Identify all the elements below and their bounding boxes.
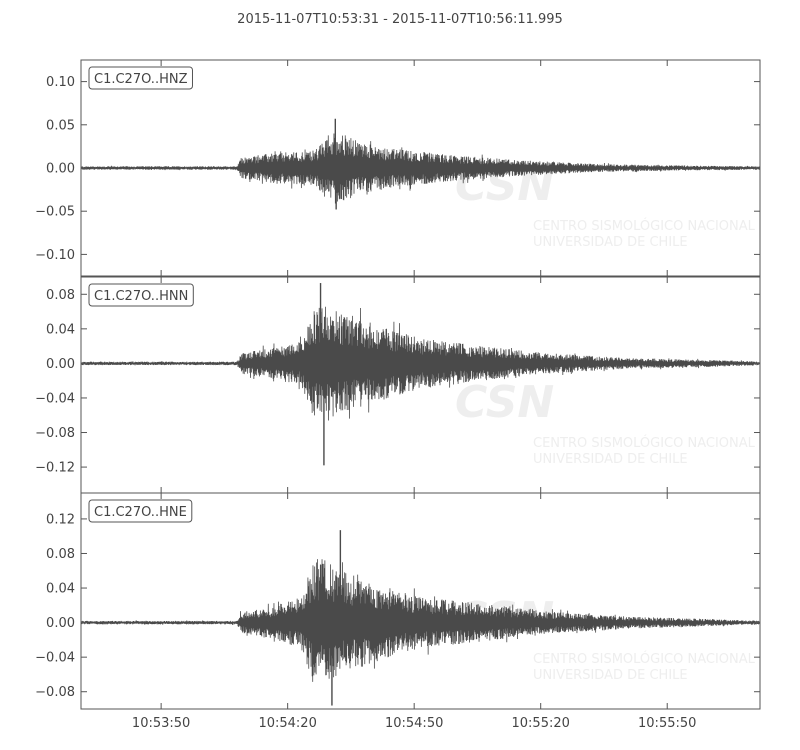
waveform-trace [80,559,761,682]
y-tick-label: −0.04 [35,391,75,406]
channel-label-box [88,499,193,523]
channel-label: C1.C27O..HNN [94,289,188,304]
figure-title: 2015-11-07T10:53:31 - 2015-11-07T10:56:1… [237,12,563,27]
axes-frame [80,492,761,710]
y-tick-label: 0.08 [46,547,75,562]
y-tick-label: 0.04 [46,322,75,337]
waveform-trace [80,133,761,204]
watermark-logo: CSN [455,377,554,428]
y-tick-label: 0.00 [46,357,75,372]
x-tick-label: 10:55:20 [512,716,570,731]
channel-label: C1.C27O..HNZ [94,72,188,87]
y-tick-label: −0.12 [35,461,75,476]
waveform-trace [80,306,761,421]
x-tick-label: 10:53:50 [132,716,190,731]
x-tick-label: 10:54:20 [258,716,316,731]
watermark-line1: CENTRO SISMOLÓGICO NACIONAL [533,651,756,667]
watermark-line2: UNIVERSIDAD DE CHILE [533,235,688,250]
x-tick-label: 10:55:50 [638,716,696,731]
channel-legend: C1.C27O..HNN [88,283,194,307]
channel-label: C1.C27O..HNE [94,505,187,520]
y-tick-label: 0.12 [46,512,75,527]
y-tick-label: 0.10 [46,75,75,90]
y-tick-label: −0.08 [35,685,75,700]
watermark-line1: CENTRO SISMOLÓGICO NACIONAL [533,435,756,451]
channel-label-box [88,66,193,90]
channel-legend: C1.C27O..HNZ [88,66,193,90]
watermark-line2: UNIVERSIDAD DE CHILE [533,668,688,683]
y-tick-label: 0.05 [46,118,75,133]
y-tick-label: 0.00 [46,162,75,177]
channel-label-box [88,283,194,307]
y-tick-label: −0.10 [35,248,75,263]
y-tick-label: 0.04 [46,582,75,597]
y-tick-label: −0.08 [35,426,75,441]
y-tick-label: 0.00 [46,616,75,631]
watermark-line1: CENTRO SISMOLÓGICO NACIONAL [533,218,756,234]
csn-watermark: CSN CENTRO SISMOLÓGICO NACIONALUNIVERSIDA… [455,377,756,467]
trace-panel-2: CSN CENTRO SISMOLÓGICO NACIONALUNIVERSIDA… [35,276,761,494]
y-tick-label: −0.04 [35,651,75,666]
y-tick-label: −0.05 [35,205,75,220]
y-tick-label: 0.08 [46,288,75,303]
channel-legend: C1.C27O..HNE [88,499,193,523]
watermark-line2: UNIVERSIDAD DE CHILE [533,452,688,467]
x-tick-label: 10:54:50 [385,716,443,731]
